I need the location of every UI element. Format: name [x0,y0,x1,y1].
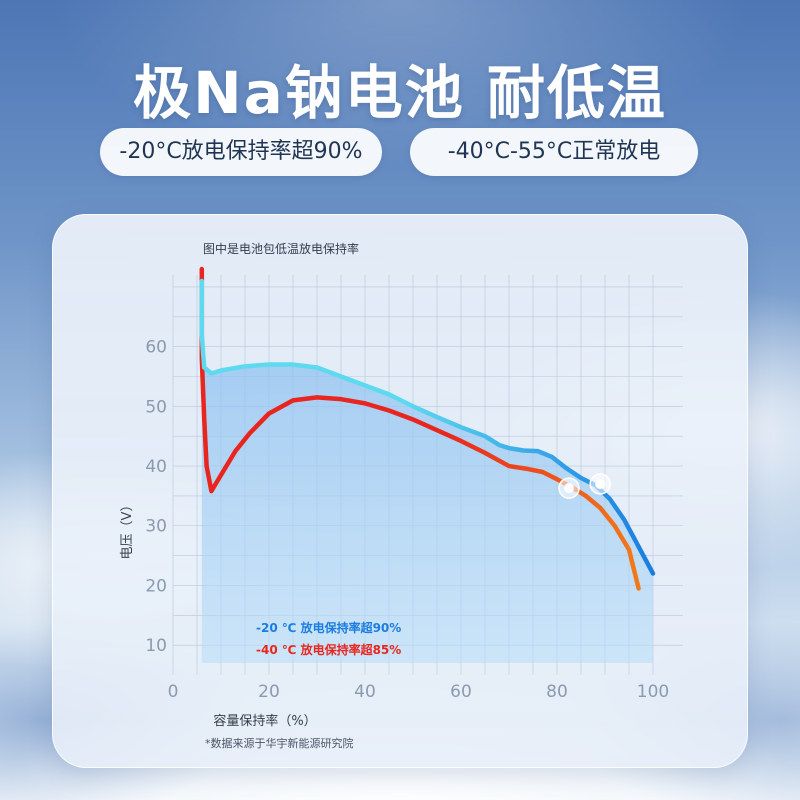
footnote: *数据来源于华宇新能源研究院 [205,736,354,750]
y-tick-label: 10 [145,636,167,656]
y-tick-label: 50 [145,397,167,417]
y-tick-label: 40 [145,457,167,477]
chart-card: 图中是电池包低温放电保持率 10 20 30 40 50 60 0 20 40 60 80 100 -… [52,214,748,768]
y-axis-label: 电压（V） [120,499,135,560]
x-tick-label: 60 [450,682,472,702]
discharge-chart: 图中是电池包低温放电保持率 10 20 30 40 50 60 0 20 40 60 80 100 -… [120,241,683,750]
page-title: 极Na钠电池 耐低温 [133,59,667,127]
x-tick-label: 0 [168,682,179,702]
series-line-minus20 [199,278,656,576]
legend-label: -40 ℃ 放电保持率超85% [256,642,401,657]
badge-minus40: -40°C-55°C正常放电 [410,128,698,176]
data-point-marker [564,483,574,494]
badge-minus20: -20°C放电保持率超90% [100,128,382,176]
x-tick-label: 80 [546,682,568,702]
x-tick-label: 100 [637,682,669,702]
y-tick-label: 60 [145,338,167,358]
data-point-marker [595,478,606,489]
legend-label: -20 ℃ 放电保持率超90% [256,620,401,635]
chart-caption: 图中是电池包低温放电保持率 [203,241,359,256]
discharge-area-fill [201,280,654,664]
y-tick-label: 20 [145,576,167,596]
x-tick-label: 20 [258,682,280,702]
y-tick-label: 30 [145,517,167,537]
x-axis-label: 容量保持率（%） [213,713,316,729]
x-tick-label: 40 [354,682,376,702]
